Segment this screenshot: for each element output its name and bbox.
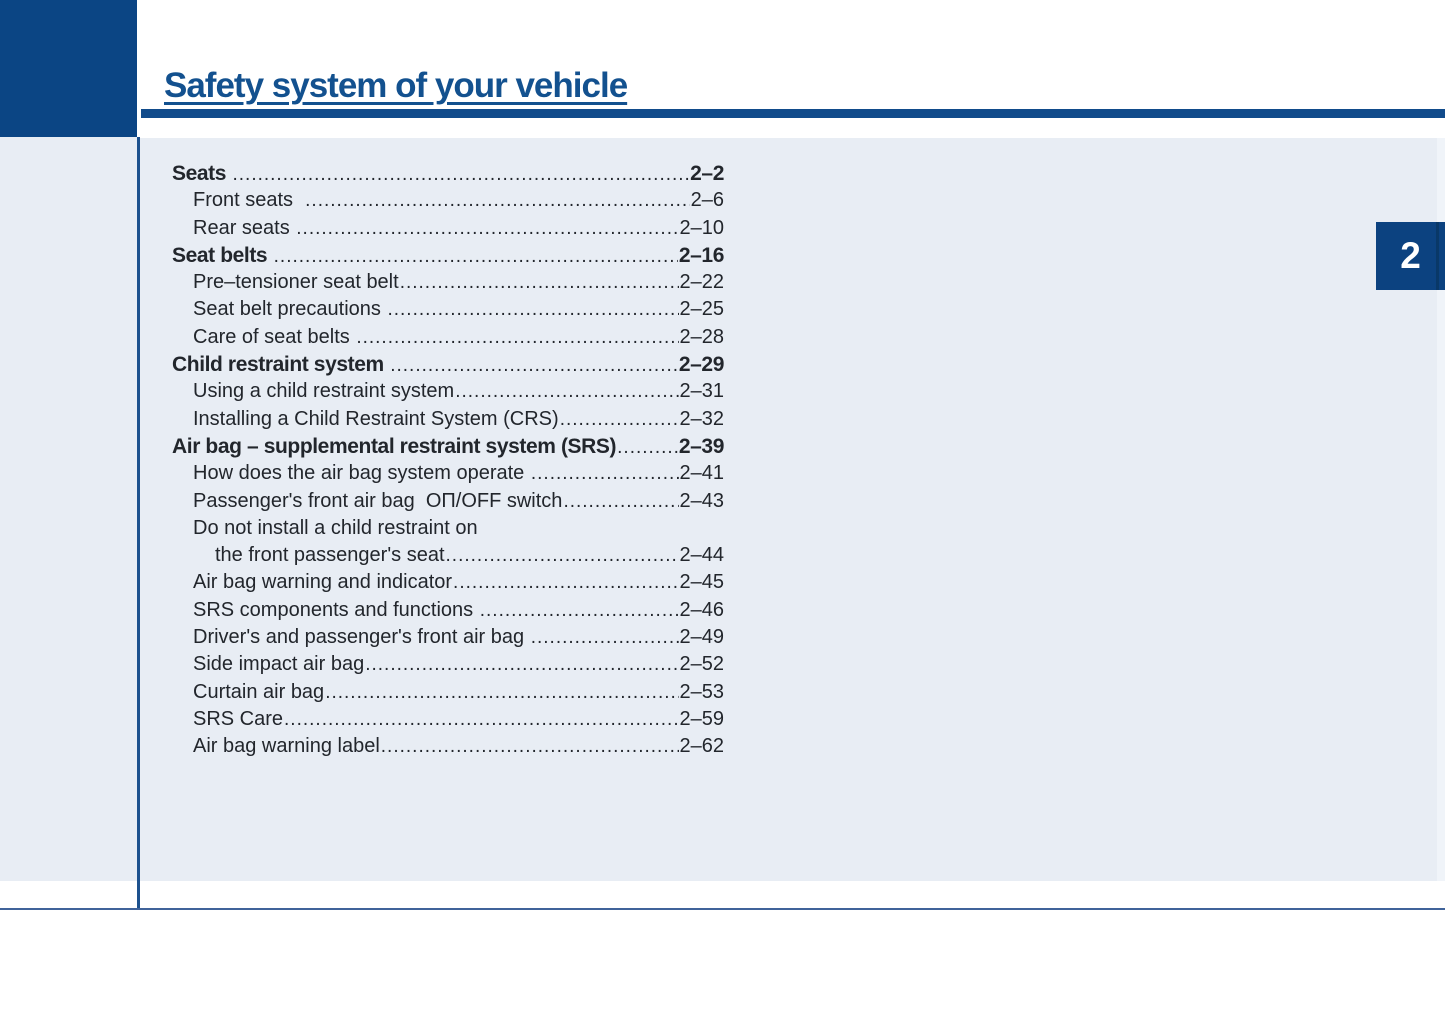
toc-entry-label: Passenger's front air bag OП/OFF switch (193, 489, 563, 512)
toc-dot-leader (446, 545, 679, 567)
toc-entry-page: 2–59 (679, 707, 725, 730)
toc-entry-label: Pre–tensioner seat belt (193, 271, 399, 294)
toc-entry-page: 2–46 (679, 598, 725, 621)
toc-entry[interactable]: Air bag warning and indicator 2–45 (172, 571, 724, 598)
toc-dot-leader (617, 437, 678, 459)
toc-entry-label: Air bag – supplemental restraint system … (172, 434, 617, 458)
toc-entry-label: Seats (172, 162, 232, 185)
toc-dot-leader (400, 272, 679, 294)
toc-dot-leader (480, 600, 679, 622)
toc-entry-label: Using a child restraint system (193, 380, 455, 403)
toc-dot-leader (305, 190, 689, 212)
toc-entry-label: Care of seat belts (193, 325, 356, 348)
toc-entry-label: Rear seats (193, 216, 296, 239)
toc-entry[interactable]: Care of seat belts 2–28 (172, 326, 724, 353)
toc-entry-label: Air bag warning and indicator (193, 571, 453, 594)
toc-entry[interactable]: SRS Care 2–59 (172, 708, 724, 735)
toc-entry-page: 2–41 (679, 462, 725, 485)
toc-entry-label: SRS Care (193, 707, 284, 730)
toc-entry[interactable]: Seat belts 2–16 (172, 244, 724, 271)
toc-entry[interactable]: Child restraint system 2–29 (172, 353, 724, 380)
toc-entry-label: Child restraint system (172, 353, 390, 377)
toc-entry[interactable]: How does the air bag system operate 2–41 (172, 462, 724, 489)
toc-entry[interactable]: Side impact air bag 2–52 (172, 653, 724, 680)
left-margin-panel (0, 137, 137, 881)
toc-entry[interactable]: Seat belt precautions 2–25 (172, 298, 724, 325)
toc-entry-page: 2–39 (678, 434, 725, 458)
toc-entry-label: Air bag warning label (193, 735, 380, 758)
toc-dot-leader (531, 627, 679, 649)
toc-dot-leader (453, 572, 678, 594)
toc-entry[interactable]: the front passenger's seat 2–44 (172, 544, 724, 571)
table-of-contents: Seats 2–2 Front seats 2–6 Rear seats 2–1… (172, 162, 724, 763)
toc-entry-page: 2–49 (679, 626, 725, 649)
toc-entry-label: Installing a Child Restraint System (CRS… (193, 407, 559, 430)
toc-entry[interactable]: SRS components and functions 2–46 (172, 599, 724, 626)
toc-dot-leader (284, 709, 678, 731)
toc-entry-page: 2–6 (690, 189, 724, 212)
toc-entry-page: 2–52 (679, 653, 725, 676)
toc-dot-leader (381, 736, 679, 758)
toc-entry-page: 2–29 (678, 353, 725, 377)
toc-dot-leader (387, 299, 678, 321)
toc-entry[interactable]: Do not install a child restraint on (172, 517, 724, 544)
toc-entry-page: 2–25 (679, 298, 725, 321)
toc-entry-label: Front seats (193, 189, 305, 212)
toc-entry-page: 2–53 (679, 680, 725, 703)
corner-accent-block (0, 0, 137, 137)
toc-entry-page: 2–10 (679, 216, 725, 239)
toc-entry-page: 2–43 (679, 489, 725, 512)
toc-entry-page: 2–16 (678, 243, 725, 267)
chapter-tab-number: 2 (1400, 235, 1421, 276)
toc-dot-leader (560, 409, 679, 431)
toc-dot-leader (325, 682, 678, 704)
footer-rule (0, 908, 1445, 910)
page-title-text: Safety system of your vehicle (164, 66, 628, 105)
toc-entry-page: 2–62 (679, 735, 725, 758)
toc-dot-leader (390, 355, 678, 377)
toc-entry[interactable]: Rear seats 2–10 (172, 217, 724, 244)
toc-entry-label: How does the air bag system operate (193, 462, 530, 485)
tab-edge-line (1436, 222, 1439, 290)
toc-entry-label: Seat belt precautions (193, 298, 387, 321)
toc-entry-page: 2–32 (679, 407, 725, 430)
toc-entry-page: 2–44 (679, 544, 725, 567)
toc-entry-page: 2–28 (679, 325, 725, 348)
toc-entry[interactable]: Front seats 2–6 (172, 189, 724, 216)
toc-entry[interactable]: Using a child restraint system 2–31 (172, 380, 724, 407)
toc-entry-label: Driver's and passenger's front air bag (193, 626, 530, 649)
toc-entry[interactable]: Air bag – supplemental restraint system … (172, 435, 724, 462)
toc-dot-leader (356, 327, 678, 349)
toc-entry-label: SRS components and functions (193, 598, 479, 621)
toc-entry-label: Side impact air bag (193, 653, 365, 676)
chapter-tab[interactable]: 2 (1376, 222, 1445, 290)
toc-entry-label: the front passenger's seat (215, 544, 445, 567)
toc-entry-page: 2–22 (679, 271, 725, 294)
toc-entry-label: Seat belts (172, 243, 273, 267)
title-underline-bar (141, 109, 1445, 118)
page-edge-strip (1437, 138, 1445, 881)
toc-dot-leader (455, 381, 678, 403)
toc-entry[interactable]: Driver's and passenger's front air bag 2… (172, 626, 724, 653)
toc-entry[interactable]: Pre–tensioner seat belt 2–22 (172, 271, 724, 298)
toc-dot-leader (531, 463, 679, 485)
toc-dot-leader (296, 218, 678, 240)
toc-entry-page: 2–2 (690, 162, 724, 185)
toc-entry-page: 2–45 (679, 571, 725, 594)
toc-dot-leader (365, 654, 678, 676)
toc-entry-label: Do not install a child restraint on (193, 516, 478, 539)
toc-dot-leader (563, 491, 678, 513)
toc-dot-leader (274, 246, 678, 268)
toc-entry-label: Curtain air bag (193, 680, 325, 703)
page-title: Safety system of your vehicle (164, 66, 628, 106)
toc-entry[interactable]: Air bag warning label 2–62 (172, 735, 724, 762)
toc-entry-page: 2–31 (679, 380, 725, 403)
vertical-divider (137, 137, 140, 909)
toc-dot-leader (232, 164, 689, 186)
toc-entry[interactable]: Curtain air bag 2–53 (172, 681, 724, 708)
toc-entry[interactable]: Installing a Child Restraint System (CRS… (172, 408, 724, 435)
toc-entry[interactable]: Seats 2–2 (172, 162, 724, 189)
toc-entry[interactable]: Passenger's front air bag OП/OFF switch 2… (172, 490, 724, 517)
